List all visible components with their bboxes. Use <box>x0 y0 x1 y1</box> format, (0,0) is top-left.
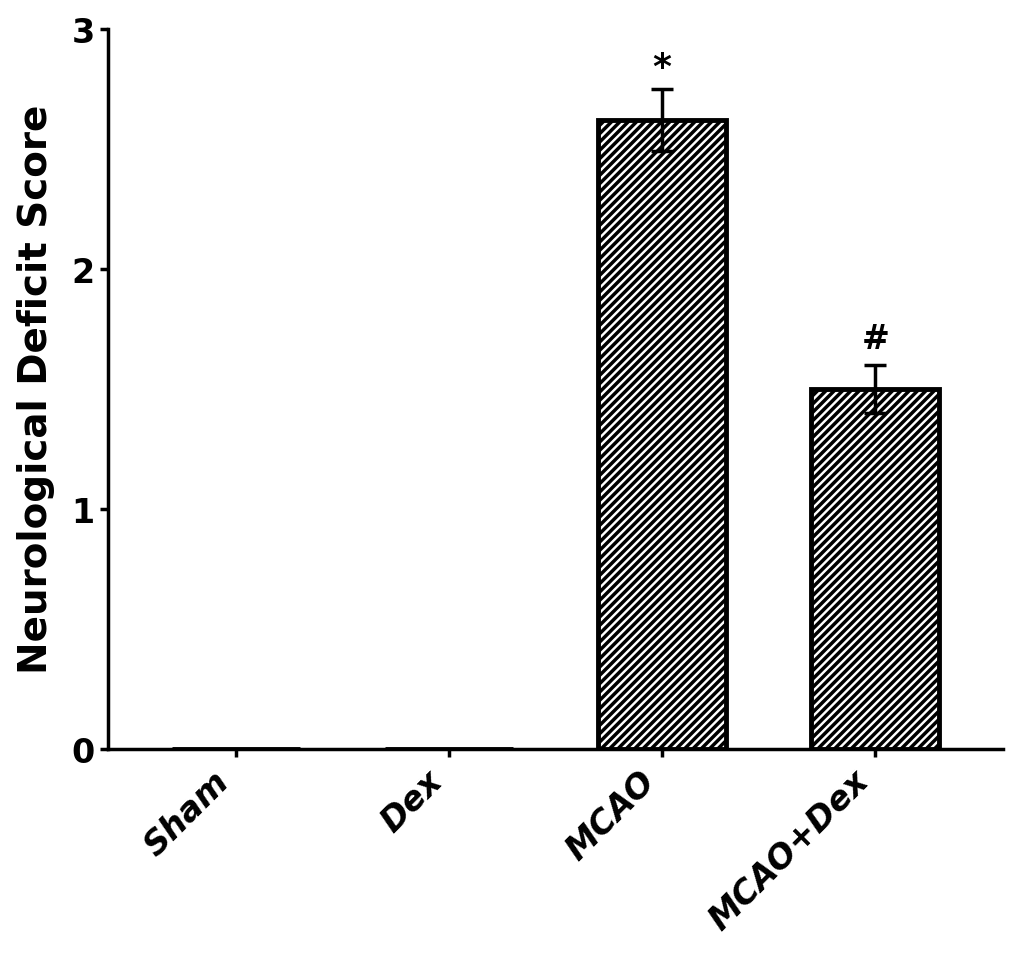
Text: *: * <box>652 51 671 85</box>
Bar <box>597 121 726 749</box>
Y-axis label: Neurological Deficit Score: Neurological Deficit Score <box>16 105 55 674</box>
Bar <box>811 389 938 749</box>
Text: #: # <box>861 323 889 355</box>
